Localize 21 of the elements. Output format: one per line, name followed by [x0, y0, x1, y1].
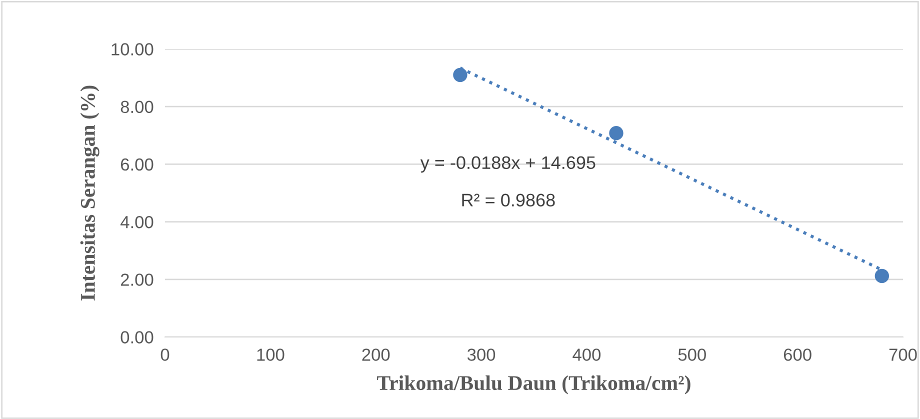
annotation: R² = 0.9868 — [462, 194, 555, 206]
y-tick-label: 0.00 — [120, 331, 154, 344]
y-tick-label: 10.00 — [112, 43, 154, 56]
point — [453, 68, 468, 82]
x-tick-label: 300 — [467, 348, 496, 361]
annotation: y = -0.0188x + 14.695 — [420, 156, 596, 173]
x-tick-label: 200 — [362, 348, 390, 361]
x-tick-label: 100 — [257, 348, 284, 361]
y-tick-label: 8.00 — [120, 100, 154, 114]
x-tick-label: 700 — [889, 348, 917, 361]
x-tick-label: 0 — [160, 348, 170, 361]
x-axis-title: Trikoma/Bulu Daun (Trikoma/cm²) — [377, 375, 690, 394]
x-tick-label: 600 — [784, 348, 812, 361]
point — [874, 268, 890, 284]
point — [609, 126, 624, 140]
y-tick-label: 4.00 — [120, 216, 154, 228]
y-axis-title: Intensitas Serangan (%) — [80, 86, 100, 301]
y-tick-label: 2.00 — [120, 274, 154, 286]
x-tick-label: 400 — [572, 348, 601, 361]
x-tick-label: 500 — [678, 348, 706, 361]
y-tick-label: 6.00 — [120, 158, 154, 171]
